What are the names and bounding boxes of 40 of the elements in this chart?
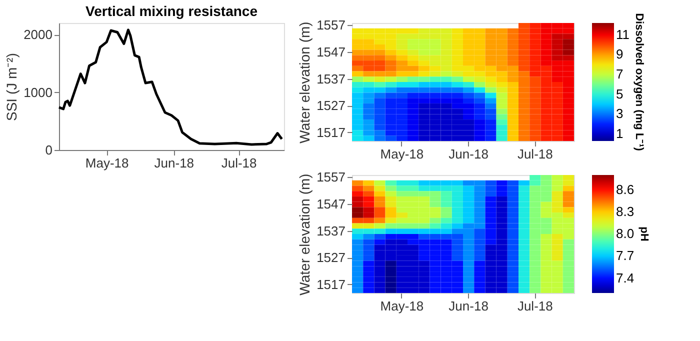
y-tick-label: 2000: [24, 27, 52, 42]
y-tick-label: 1517: [316, 124, 346, 140]
y-tick-label: 1557: [316, 170, 346, 185]
color-bar-label: 9: [616, 46, 624, 62]
x-tick-label: May-18: [380, 146, 424, 162]
x-tick-label: Jun-18: [448, 298, 488, 314]
y-tick-label: 1527: [316, 250, 346, 266]
x-tick-label: May-18: [380, 298, 424, 314]
color-bar-title: pH: [638, 226, 650, 242]
color-bar-label: 7.4: [616, 270, 634, 286]
y-tick-label: 1527: [316, 98, 346, 114]
x-tick-label: Jul-18: [517, 146, 553, 162]
y-tick-label: 1000: [24, 84, 52, 100]
color-bar-label: 7: [616, 66, 624, 82]
y-tick-label: 1537: [316, 223, 346, 238]
color-bar-label: 11: [616, 26, 630, 42]
x-tick-label: Jul-18: [221, 156, 257, 170]
color-bar-label: 5: [616, 86, 624, 102]
y-tick-label: 1517: [316, 276, 346, 292]
y-axis-title: Water elevation (m): [296, 174, 313, 296]
x-tick-label: Jun-18: [448, 146, 488, 162]
color-bar-label: 8.3: [616, 204, 634, 219]
y-tick-label: 1557: [316, 18, 346, 33]
color-bar-label: 3: [616, 106, 624, 122]
y-tick-label: 0: [45, 142, 52, 158]
y-axis-title: SSI (J m⁻²): [4, 53, 20, 121]
color-bar-label: 8.0: [616, 226, 634, 241]
color-bar-title: Dissolved oxygen (mg L⁻¹): [633, 13, 645, 152]
chart-title: Vertical mixing resistance: [86, 3, 258, 19]
line-series: [58, 28, 284, 146]
x-tick-label: May-18: [85, 156, 129, 170]
y-tick-label: 1537: [316, 71, 346, 86]
color-bar-label: 1: [616, 126, 624, 142]
y-axis-title: Water elevation (m): [296, 22, 313, 144]
color-bar-label: 7.7: [616, 248, 634, 264]
y-tick-label: 1547: [316, 44, 346, 60]
y-tick-label: 1547: [316, 196, 346, 212]
x-tick-label: Jul-18: [517, 298, 553, 314]
color-bar-label: 8.6: [616, 182, 634, 197]
x-tick-label: Jun-18: [154, 156, 194, 170]
